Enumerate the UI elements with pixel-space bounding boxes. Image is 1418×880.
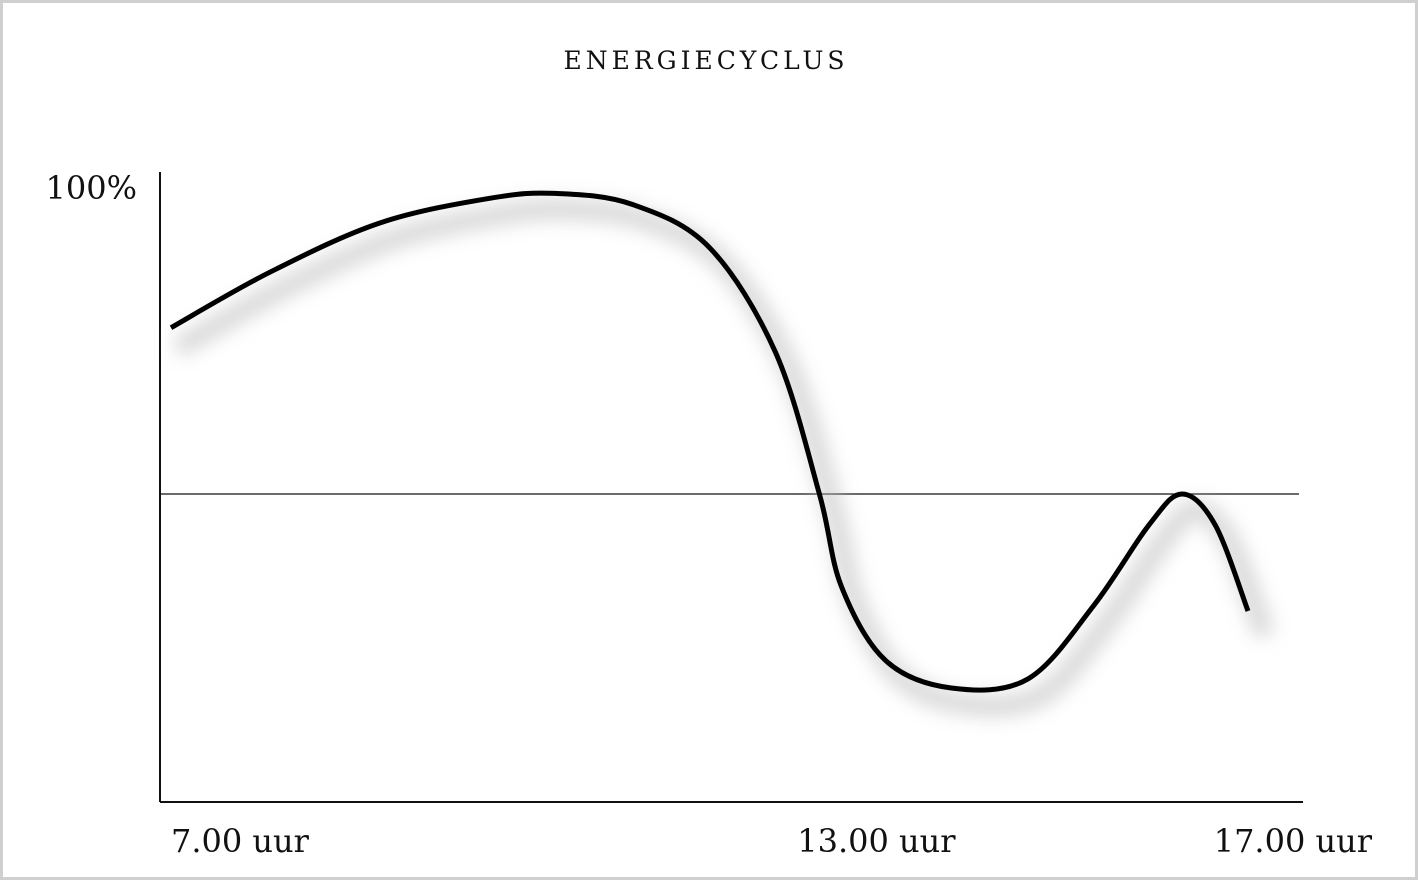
chart-title: ENERGIECYCLUS: [563, 46, 849, 75]
series-shadow: [174, 198, 1273, 718]
x-tick-label: 13.00 uur: [797, 822, 956, 860]
y-axis-label-100: 100%: [46, 169, 137, 207]
x-tick-label: 17.00 uur: [1214, 822, 1373, 860]
x-tick-label: 7.00 uur: [171, 822, 310, 860]
energy-series-line: [169, 190, 1251, 693]
x-tick-labels: 7.00 uur 13.00 uur 17.00 uur: [171, 822, 1373, 860]
